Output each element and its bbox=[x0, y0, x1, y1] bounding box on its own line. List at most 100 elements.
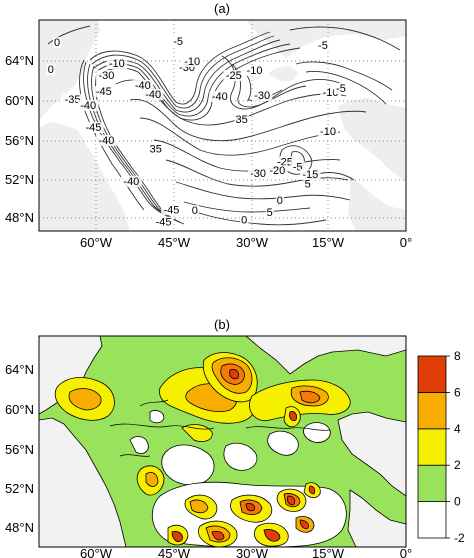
x-tick-label: 45°W bbox=[158, 546, 191, 558]
contour-label-bg bbox=[106, 58, 128, 69]
panel-b-yaxis: 64°N 60°N 56°N 52°N 48°N bbox=[5, 362, 34, 535]
contour-label-bg bbox=[223, 70, 245, 81]
panel-b-frame bbox=[38, 335, 407, 548]
colorbar-tick-label: 8 bbox=[454, 349, 461, 363]
contour-label: -25 bbox=[226, 70, 242, 82]
contour-label-bg bbox=[240, 214, 249, 226]
panel-b-plot bbox=[39, 336, 406, 547]
contour-label-bg bbox=[153, 216, 174, 228]
x-tick-label: 0° bbox=[400, 235, 412, 250]
panel-a: (a) bbox=[5, 1, 412, 250]
contour-label-bg bbox=[265, 207, 274, 219]
contour-label-bg bbox=[333, 83, 349, 94]
contour-label: -40 bbox=[212, 91, 228, 103]
contour-label: -5 bbox=[173, 36, 183, 48]
panel-a-plot: 0 -5 -50 -10-30-40-45 -40-30-10-25 -10-40 -30-… bbox=[39, 20, 406, 231]
contour-label: -10 bbox=[247, 65, 263, 77]
contour-label: -5 bbox=[318, 40, 328, 52]
contour-label: 0 bbox=[192, 205, 198, 217]
panel-b-land bbox=[39, 336, 406, 547]
panel-b-label: (b) bbox=[214, 317, 230, 332]
colorbar-tick-label: 0 bbox=[454, 495, 461, 509]
contour-label: 0 bbox=[277, 195, 283, 207]
y-tick-label: 60°N bbox=[5, 402, 34, 417]
contour-label: -40 bbox=[80, 100, 96, 112]
contour-label-bg bbox=[62, 94, 83, 105]
contour-label: -5 bbox=[293, 161, 303, 173]
colorbar-segment bbox=[417, 391, 447, 430]
contour-label-bg bbox=[83, 122, 104, 133]
contour-label: 35 bbox=[235, 114, 247, 126]
contour-label-bg bbox=[267, 165, 288, 177]
contour-label-bg bbox=[303, 178, 312, 190]
contour-label: 5 bbox=[305, 179, 311, 191]
contour-label: 0 bbox=[54, 37, 60, 49]
colorbar-segment bbox=[417, 464, 447, 503]
colorbar-tick-label: 6 bbox=[454, 385, 461, 399]
contour-label-bg bbox=[251, 90, 273, 101]
contour-label-bg bbox=[52, 37, 62, 48]
contour-label-bg bbox=[121, 175, 142, 187]
contour-label-bg bbox=[96, 70, 117, 81]
contour-label: 35 bbox=[150, 144, 162, 156]
contour-label: -10 bbox=[320, 126, 336, 138]
colorbar-segment bbox=[417, 355, 447, 393]
colorbar-segment bbox=[417, 501, 447, 539]
y-tick-label: 64°N bbox=[5, 362, 34, 377]
y-tick-label: 56°N bbox=[5, 442, 34, 457]
contour-label-bg bbox=[247, 168, 269, 180]
colorbar-tick-label: 2 bbox=[454, 458, 461, 472]
contour-label: -40 bbox=[145, 89, 161, 101]
contour-label: -45 bbox=[163, 204, 179, 216]
contour-label: -15 bbox=[302, 169, 318, 181]
contour-label-bg bbox=[234, 114, 249, 125]
contour-label-bg bbox=[93, 86, 115, 97]
panel-a-label: (a) bbox=[214, 1, 230, 16]
contour-label-bg bbox=[46, 64, 55, 75]
contour-label-bg bbox=[148, 143, 163, 155]
colorbar-segment bbox=[417, 428, 447, 466]
contour-label-bg bbox=[209, 91, 231, 102]
y-tick-label: 64°N bbox=[5, 53, 34, 68]
panel-b-xaxis: 60°W 45°W 30°W 15°W 0° bbox=[80, 546, 412, 558]
contour-label: 0 bbox=[48, 64, 54, 76]
x-tick-label: 60°W bbox=[80, 546, 113, 558]
y-tick-label: 52°N bbox=[5, 172, 34, 187]
x-tick-label: 45°W bbox=[158, 235, 191, 250]
y-tick-label: 60°N bbox=[5, 93, 34, 108]
colorbar-tick-label: 4 bbox=[454, 422, 461, 436]
contour-label: -10 bbox=[109, 58, 125, 70]
panel-a-land bbox=[39, 20, 406, 231]
contour-label: -30 bbox=[250, 168, 266, 180]
contour-label-bg bbox=[132, 80, 154, 91]
contour-label-bg bbox=[170, 36, 186, 47]
y-tick-label: 52°N bbox=[5, 481, 34, 496]
x-tick-label: 30°W bbox=[236, 235, 269, 250]
panel-a-frame bbox=[38, 19, 407, 232]
y-tick-label: 48°N bbox=[5, 210, 34, 225]
contour-label: -5 bbox=[336, 83, 346, 95]
contour-label-bg bbox=[315, 40, 331, 51]
contour-label-bg bbox=[142, 89, 164, 100]
x-tick-label: 15°W bbox=[312, 546, 345, 558]
contour-label-bg bbox=[275, 194, 284, 206]
contour-label-bg bbox=[290, 161, 305, 173]
contour-label-bg bbox=[176, 62, 198, 73]
y-tick-label: 56°N bbox=[5, 133, 34, 148]
contour-label: -30 bbox=[98, 70, 114, 82]
contour-label: -35 bbox=[65, 94, 81, 106]
contour-label: -45 bbox=[96, 86, 112, 98]
contour-label-bg bbox=[244, 65, 265, 76]
contour-label: -30 bbox=[254, 90, 270, 102]
x-tick-label: 60°W bbox=[80, 235, 113, 250]
panel-a-xaxis: 60°W 45°W 30°W 15°W 0° bbox=[80, 235, 412, 250]
colorbar-tick-label: -2 bbox=[454, 531, 465, 545]
panel-b-contour-lines bbox=[109, 399, 331, 457]
contour-label-bg bbox=[96, 134, 117, 146]
contour-label-bg bbox=[181, 56, 203, 67]
contour-label: 5 bbox=[267, 207, 273, 219]
contour-label: -40 bbox=[123, 176, 139, 188]
x-tick-label: 0° bbox=[400, 546, 412, 558]
contour-label-bg bbox=[320, 87, 341, 98]
contour-label: -45 bbox=[85, 122, 101, 134]
